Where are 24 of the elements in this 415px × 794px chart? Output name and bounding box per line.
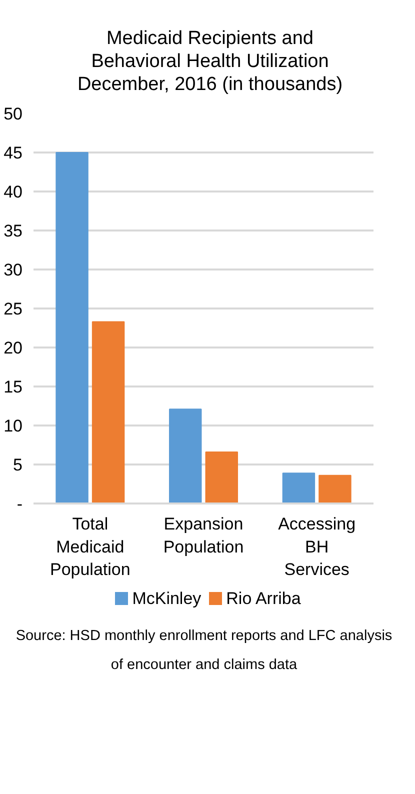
- y-tick-label: 15: [4, 378, 23, 397]
- chart-title: Medicaid Recipients and Behavioral Health Utilization December, 2016 (in thousands): [76, 28, 344, 96]
- y-tick-label: 50: [4, 104, 23, 124]
- y-tick-label: 35: [4, 222, 23, 241]
- source-note: Source: HSD monthly enrollment reports and LFC analysis of encounter and claims data: [14, 626, 394, 675]
- y-tick-label: 5: [13, 456, 23, 475]
- x-tick-label: Expansion Population: [163, 514, 244, 557]
- bar: [56, 152, 88, 504]
- bar: [282, 472, 316, 504]
- y-tick-label: 20: [4, 338, 23, 358]
- bar: [318, 475, 352, 504]
- legend-label: McKinley: [132, 589, 202, 608]
- bar: [92, 322, 125, 504]
- y-tick-label: 45: [4, 144, 23, 163]
- y-tick-label: 10: [4, 416, 23, 436]
- y-tick-label: -: [16, 494, 23, 514]
- y-tick-label: 25: [4, 300, 23, 319]
- bar: [169, 409, 202, 504]
- legend-label: Rio Arriba: [226, 589, 301, 608]
- x-tick-label: Accessing BH Services: [278, 514, 356, 580]
- y-tick-label: 40: [4, 182, 23, 202]
- x-tick-label: Total Medicaid Population: [50, 514, 130, 580]
- bar: [205, 452, 238, 504]
- y-tick-label: 30: [4, 260, 23, 280]
